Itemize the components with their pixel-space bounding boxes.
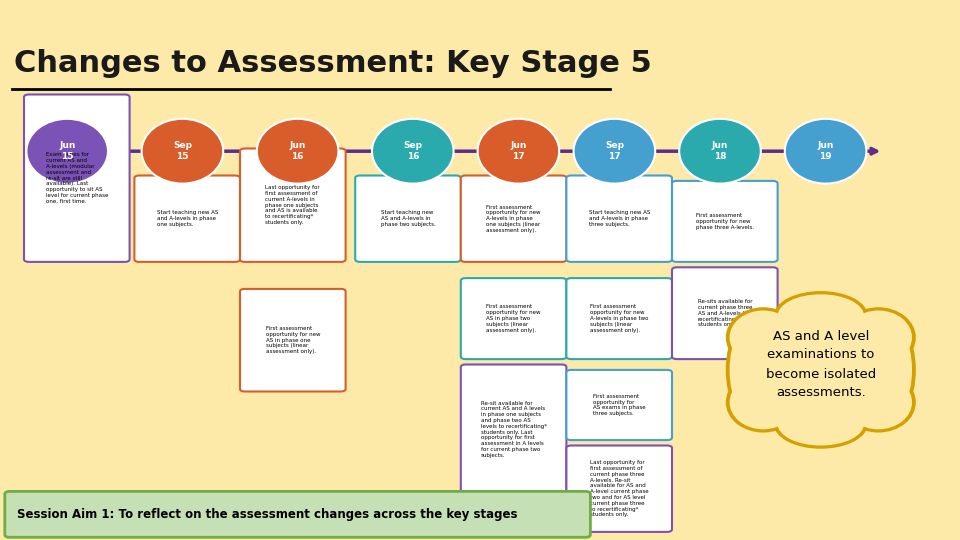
Text: Last opportunity for
first assessment of
current phase three
A-levels. Re-sit
av: Last opportunity for first assessment of… [589,460,649,517]
Ellipse shape [478,119,559,184]
Ellipse shape [26,119,108,184]
Ellipse shape [778,402,864,446]
Text: Sep
15: Sep 15 [173,141,192,161]
Ellipse shape [774,399,868,449]
FancyBboxPatch shape [355,176,461,262]
Text: Changes to Assessment: Key Stage 5: Changes to Assessment: Key Stage 5 [14,49,652,78]
FancyBboxPatch shape [566,176,672,262]
Text: Session Aim 1: To reflect on the assessment changes across the key stages: Session Aim 1: To reflect on the assessm… [17,508,517,521]
Text: Last opportunity for
first assessment of
current A-levels in
phase one subjects
: Last opportunity for first assessment of… [266,185,320,225]
Text: Exam series for
current AS and
A-levels (modular
assessment and
re-sit are still: Exam series for current AS and A-levels … [46,152,108,204]
FancyBboxPatch shape [461,176,566,262]
FancyBboxPatch shape [134,176,240,262]
Text: Re-sit available for
current AS and A levels
in phase one subjects
and phase two: Re-sit available for current AS and A le… [481,401,546,458]
Ellipse shape [845,310,912,365]
Ellipse shape [730,316,787,424]
FancyBboxPatch shape [672,267,778,359]
Ellipse shape [372,119,454,184]
Ellipse shape [726,307,801,368]
Ellipse shape [841,307,916,368]
Ellipse shape [680,119,761,184]
FancyBboxPatch shape [566,370,672,440]
Ellipse shape [730,375,797,429]
Text: First assessment
opportunity for new
AS in phase one
subjects (linear
assessment: First assessment opportunity for new AS … [266,326,320,354]
Text: Jun
15: Jun 15 [59,141,76,161]
FancyBboxPatch shape [461,364,566,494]
FancyBboxPatch shape [240,148,346,262]
Text: First assessment
opportunity for new
A-levels in phase two
subjects (linear
asse: First assessment opportunity for new A-l… [590,305,648,333]
FancyBboxPatch shape [461,278,566,359]
Ellipse shape [841,372,916,433]
Text: First assessment
opportunity for new
AS in phase two
subjects (linear
assessment: First assessment opportunity for new AS … [487,305,540,333]
Ellipse shape [755,296,887,443]
Ellipse shape [851,313,916,427]
Ellipse shape [785,119,866,184]
Ellipse shape [774,291,868,341]
Text: First assessment
opportunity for
AS exams in phase
three subjects.: First assessment opportunity for AS exam… [593,394,645,416]
Ellipse shape [845,375,912,429]
Text: First assessment
opportunity for new
A-levels in phase
one subjects (linear
asse: First assessment opportunity for new A-l… [487,205,540,233]
Ellipse shape [726,372,801,433]
Text: Sep
17: Sep 17 [605,141,624,161]
Text: Start teaching new AS
and A-levels in phase
three subjects.: Start teaching new AS and A-levels in ph… [588,211,650,227]
Text: Jun
18: Jun 18 [711,141,729,161]
Text: Re-sits available for
current phase three
AS and A-levels to
recertificating*
st: Re-sits available for current phase thre… [698,299,752,327]
Ellipse shape [142,119,223,184]
FancyBboxPatch shape [5,491,590,537]
Ellipse shape [758,300,883,440]
Ellipse shape [778,294,864,338]
Text: Jun
17: Jun 17 [510,141,527,161]
Text: Start teaching new AS
and A-levels in phase
one subjects.: Start teaching new AS and A-levels in ph… [156,211,218,227]
Text: Sep
16: Sep 16 [403,141,422,161]
Ellipse shape [726,313,791,427]
FancyBboxPatch shape [566,278,672,359]
FancyBboxPatch shape [240,289,346,392]
Text: First assessment
opportunity for new
phase three A-levels.: First assessment opportunity for new pha… [696,213,754,230]
Text: Jun
16: Jun 16 [289,141,306,161]
FancyBboxPatch shape [24,94,130,262]
FancyBboxPatch shape [566,446,672,532]
Ellipse shape [730,310,797,365]
Text: AS and A level
examinations to
become isolated
assessments.: AS and A level examinations to become is… [766,329,876,400]
Text: Jun
19: Jun 19 [817,141,834,161]
Ellipse shape [574,119,655,184]
Ellipse shape [257,119,339,184]
Ellipse shape [854,316,912,424]
FancyBboxPatch shape [672,181,778,262]
Text: Start teaching new
AS and A-levels in
phase two subjects.: Start teaching new AS and A-levels in ph… [380,211,436,227]
